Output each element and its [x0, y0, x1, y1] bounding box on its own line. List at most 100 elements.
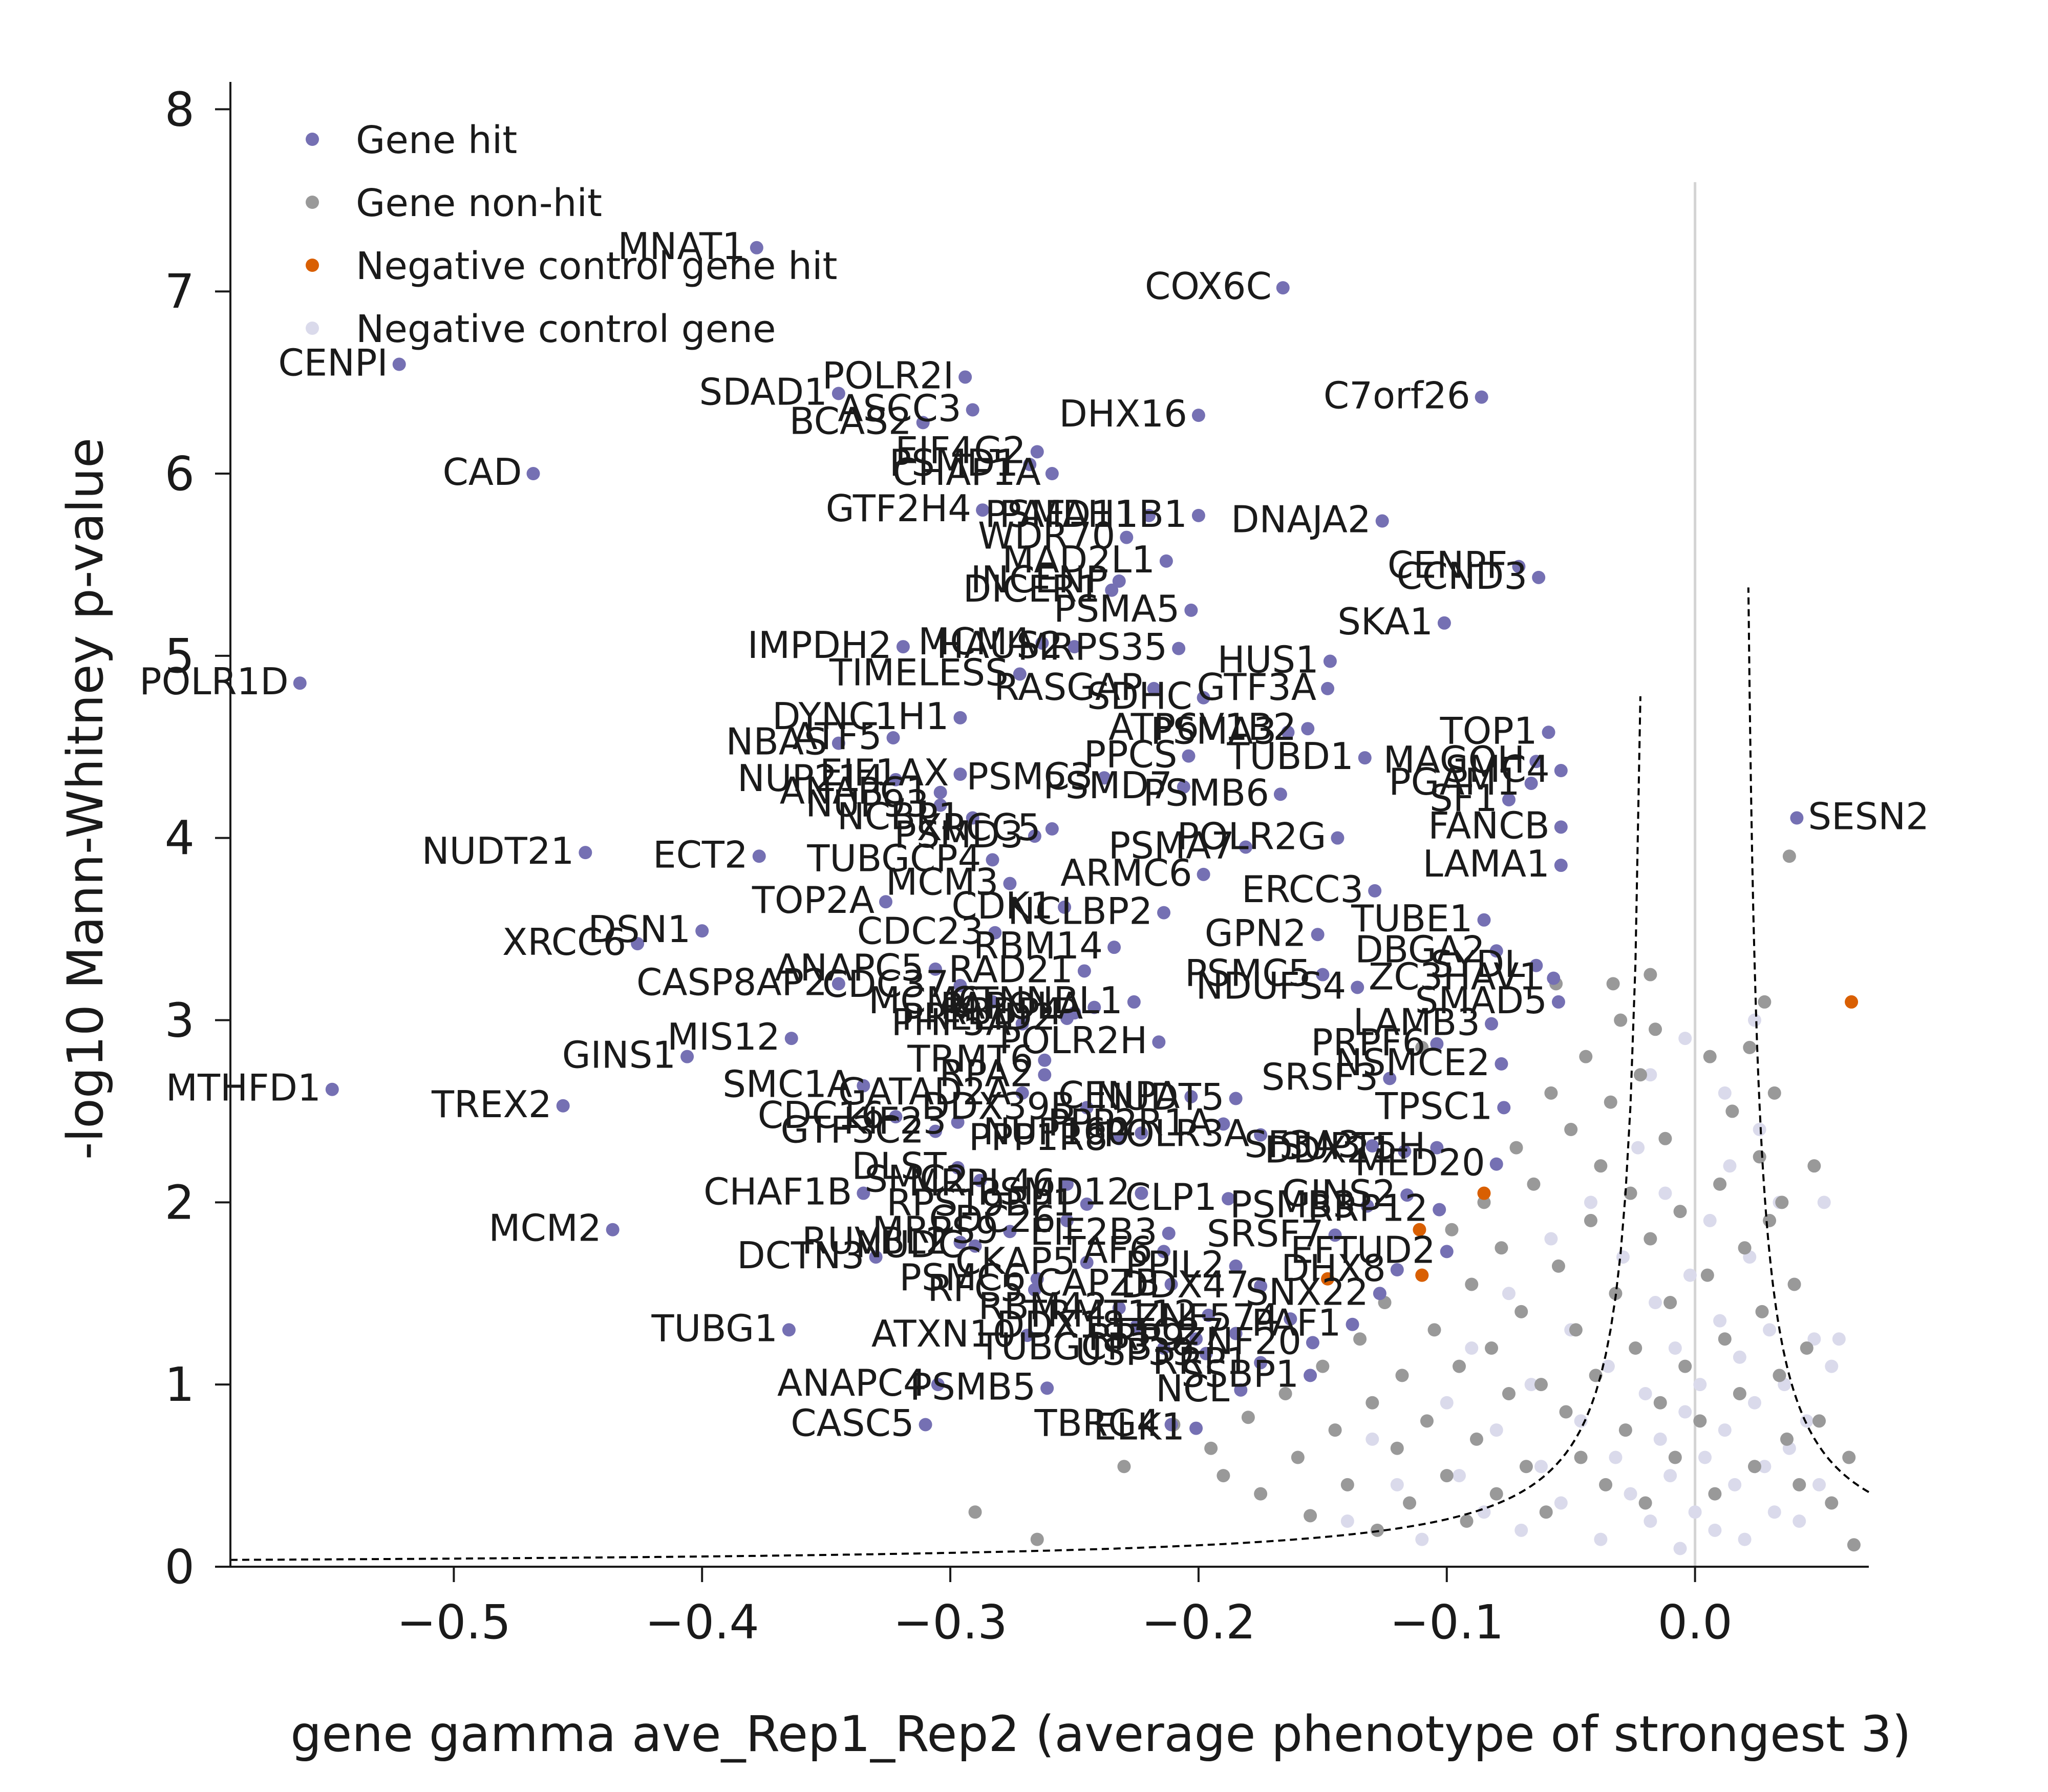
gene-hit-point	[1189, 1421, 1203, 1435]
y-tick-label: 1	[164, 1357, 195, 1412]
gene-hit-point	[857, 1186, 870, 1200]
gene-label: C7orf26	[1324, 374, 1470, 417]
gene-label: PRELID2	[901, 995, 1056, 1038]
negative-control-hit-point	[1845, 995, 1859, 1009]
gene-nonhit-point	[1842, 1450, 1856, 1464]
gene-hit-point	[973, 1174, 987, 1187]
gene-label: CHAF1B	[703, 1170, 852, 1213]
gene-label: RASGAP	[994, 666, 1143, 709]
gene-hit-point	[919, 1418, 932, 1432]
gene-label: NDUFS4	[1196, 964, 1347, 1007]
gene-nonhit-point	[1606, 977, 1620, 991]
gene-hit-point	[1172, 642, 1186, 655]
gene-nonhit-point	[1614, 1013, 1628, 1027]
gene-hit-point	[579, 846, 592, 860]
gene-label: ECT2	[653, 833, 748, 876]
gene-label: ELK1	[1093, 1405, 1185, 1448]
gene-label: MTHFD1	[166, 1066, 321, 1110]
gene-label: PAPOLA	[940, 985, 1083, 1028]
gene-hit-point	[1229, 1092, 1243, 1105]
gene-nonhit-point	[1569, 1323, 1583, 1337]
gene-nonhit-point	[1708, 1487, 1722, 1501]
gene-hit-point	[1281, 726, 1295, 739]
gene-label: DHX16	[1059, 392, 1187, 435]
gene-nonhit-point	[1725, 1104, 1739, 1118]
gene-nonhit-point	[1340, 1478, 1354, 1491]
gene-hit-point	[392, 357, 406, 371]
gene-label: DDX21	[1265, 1128, 1394, 1171]
gene-nonhit-point	[1738, 1241, 1752, 1255]
negative-control-point	[1668, 1341, 1682, 1355]
x-tick-label: −0.4	[645, 1595, 759, 1650]
gene-label: GATAD2A	[838, 1070, 1011, 1113]
gene-hit-point	[1003, 877, 1017, 890]
gene-nonhit-point	[1599, 1478, 1613, 1491]
gene-hit-point	[1080, 1101, 1094, 1115]
gene-label: DDX39B	[922, 1084, 1076, 1127]
gene-label: MED20	[1355, 1141, 1485, 1184]
gene-label: SF3A3	[1244, 1123, 1361, 1166]
gene-nonhit-point	[1445, 1223, 1459, 1236]
gene-hit-point	[1366, 1139, 1379, 1153]
gene-hit-point	[1199, 1347, 1213, 1360]
gene-label: RBM42	[978, 1285, 1108, 1328]
gene-hit-point	[1485, 1017, 1499, 1031]
gene-hit-point	[556, 1099, 570, 1113]
gene-label: PPIL2	[1125, 1243, 1225, 1286]
gene-hit-point	[1045, 822, 1059, 836]
gene-hit-point	[1107, 941, 1121, 954]
gene-hit-point	[680, 1050, 694, 1063]
negative-control-point	[1718, 1086, 1732, 1100]
gene-nonhit-point	[1718, 1332, 1732, 1346]
gene-nonhit-point	[1644, 968, 1657, 982]
gene-label: PSMC6	[899, 1256, 1026, 1299]
gene-hit-point	[1512, 560, 1526, 573]
gene-nonhit-point	[1030, 1532, 1044, 1546]
gene-label: TIMELESS	[829, 651, 1009, 694]
gene-label: TUBGCP4	[806, 837, 981, 880]
negative-control-point	[1489, 1423, 1503, 1437]
gene-hit-point	[1358, 751, 1372, 765]
negative-control-point	[1747, 1396, 1761, 1410]
gene-nonhit-point	[1519, 1460, 1533, 1474]
gene-nonhit-point	[1629, 1341, 1642, 1355]
gene-label: PSMD12	[977, 1170, 1130, 1213]
negative-control-point	[1713, 1314, 1727, 1328]
negative-control-hit-point	[1321, 1272, 1335, 1286]
gene-hit-point	[1020, 1329, 1034, 1342]
negative-control-point	[1673, 1542, 1687, 1555]
gene-hit-point	[1147, 681, 1161, 695]
gene-label: ATXN10	[871, 1312, 1016, 1355]
negative-control-point	[1698, 1450, 1712, 1464]
gene-hit-point	[1532, 570, 1546, 584]
gene-hit-point	[953, 1235, 967, 1249]
gene-hit-point	[1547, 971, 1561, 985]
negative-control-point	[1763, 1323, 1777, 1337]
negative-control-point	[1453, 1469, 1466, 1483]
gene-nonhit-point	[1559, 1405, 1573, 1419]
gene-nonhit-point	[1440, 1469, 1454, 1483]
gene-hit-point	[1430, 1037, 1444, 1051]
gene-nonhit-point	[1514, 1305, 1528, 1318]
gene-hit-point	[933, 798, 947, 812]
negative-control-point	[1703, 1213, 1717, 1227]
negative-control-point	[1465, 1341, 1479, 1355]
gene-hit-point	[526, 467, 540, 481]
gene-label: ZC3HAV1	[1369, 955, 1542, 998]
gene-label: POLR3A	[1103, 1112, 1249, 1155]
gene-label: ANAPC5	[775, 946, 924, 989]
gene-nonhit-point	[1469, 1432, 1483, 1446]
negative-control-point	[1723, 1159, 1737, 1173]
gene-nonhit-point	[1551, 1259, 1565, 1273]
gene-label: NUP214	[737, 757, 884, 800]
gene-label: WDR70	[978, 515, 1115, 558]
gene-hit-point	[1316, 968, 1330, 982]
gene-hit-point	[1038, 1068, 1052, 1082]
gene-label: CDC26	[929, 1198, 1056, 1241]
gene-hit-point	[1383, 1072, 1397, 1085]
gene-label: NUP93	[805, 782, 929, 825]
negative-control-point	[1502, 1287, 1516, 1300]
negative-control-point	[1534, 1460, 1548, 1474]
negative-control-point	[1584, 1196, 1597, 1209]
gene-hit-point	[1346, 1317, 1359, 1331]
